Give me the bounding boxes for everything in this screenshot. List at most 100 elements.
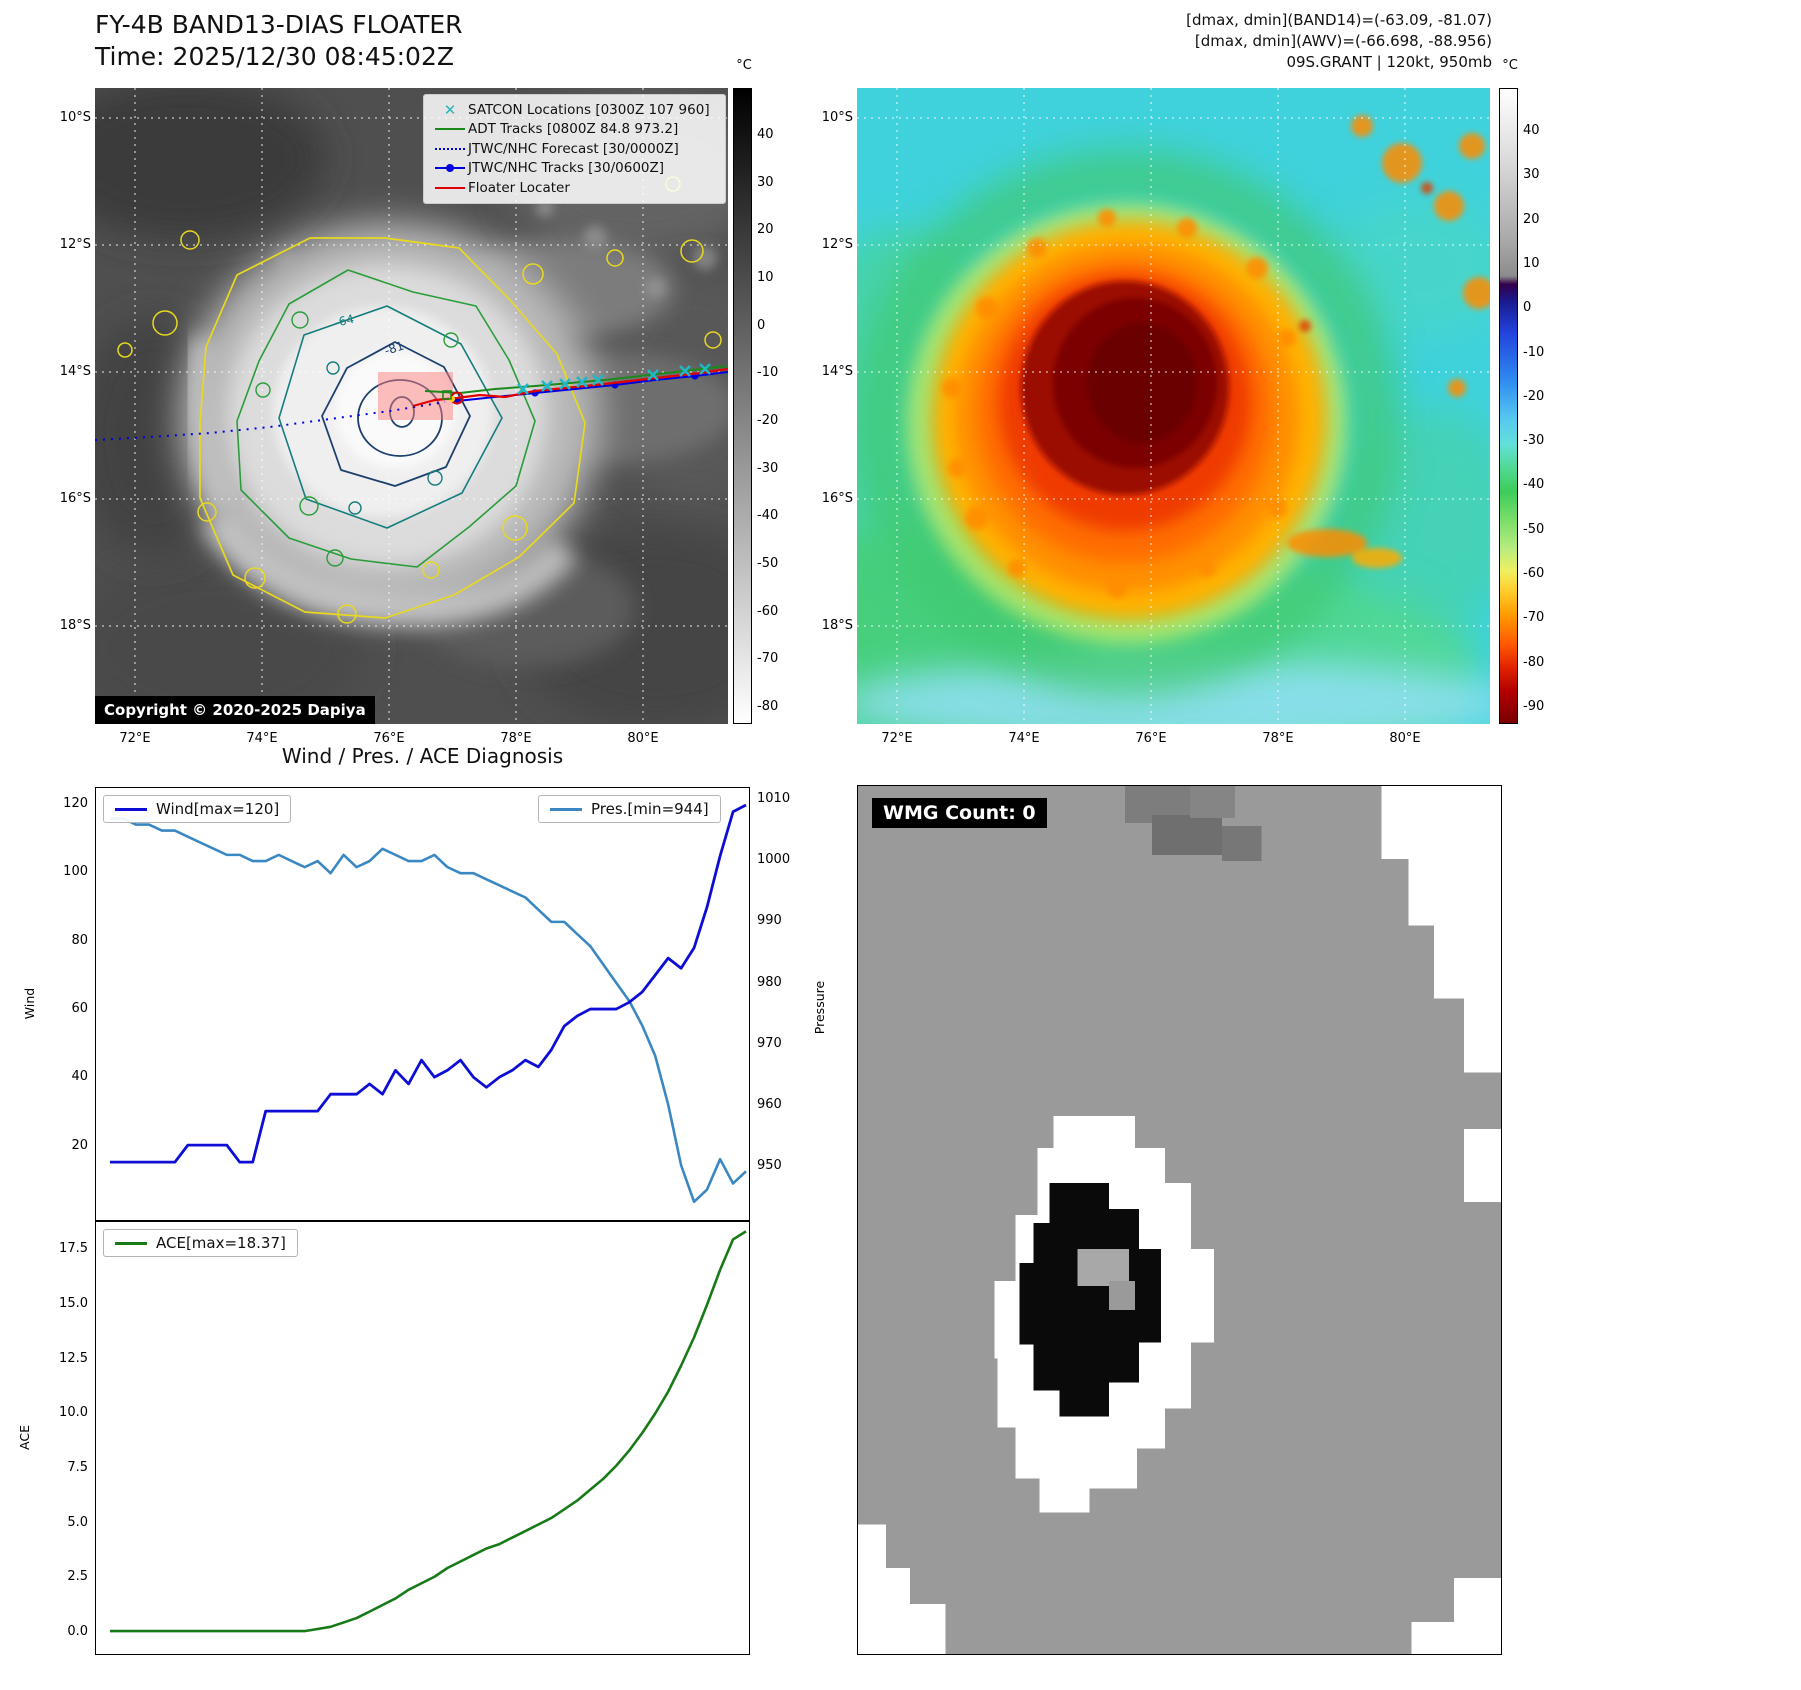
x-marker-icon: ✕ bbox=[443, 100, 457, 119]
ir-colorbar bbox=[1499, 88, 1518, 724]
pressure-tick-label: 1010 bbox=[757, 791, 791, 807]
band13-title: FY-4B BAND13-DIAS FLOATER bbox=[95, 10, 463, 39]
band13-colorbar bbox=[733, 88, 752, 724]
legend-item: JTWC/NHC Tracks [30/0600Z] bbox=[432, 159, 717, 179]
ace-tick-label: 2.5 bbox=[67, 1569, 88, 1585]
colorbar-tick-label: -90 bbox=[1523, 699, 1545, 714]
contour-label-outer: -64 bbox=[333, 312, 355, 330]
wind-tick-label: 60 bbox=[71, 1001, 88, 1017]
enhanced-ir-panel bbox=[857, 88, 1490, 724]
colorbar-tick-label: -30 bbox=[757, 460, 779, 476]
wind-legend-box: Wind[max=120] bbox=[103, 795, 292, 823]
chart-line bbox=[109, 803, 747, 1164]
wmg-gray-pixel bbox=[1109, 1280, 1136, 1310]
colorbar-tick-label: 0 bbox=[1523, 300, 1532, 316]
wmg-black-blob bbox=[1019, 1183, 1162, 1417]
colorbar-tick-label: -80 bbox=[757, 699, 779, 714]
band13-timestamp: Time: 2025/12/30 08:45:02Z bbox=[95, 42, 454, 71]
wmg-granule-image bbox=[858, 786, 1501, 1654]
wind-pressure-plot-area bbox=[109, 803, 747, 1204]
chart-line bbox=[109, 817, 747, 1204]
colorbar-tick-label: -50 bbox=[757, 556, 779, 571]
lat-tick-label: 16°S bbox=[821, 491, 853, 506]
legend-item: JTWC/NHC Forecast [30/0000Z] bbox=[432, 139, 717, 159]
lon-tick-label: 74°E bbox=[246, 731, 278, 746]
colorbar-tick-label: -40 bbox=[1523, 477, 1545, 493]
wind-axis-label: Wind bbox=[22, 987, 38, 1020]
ir-colorbar-unit: °C bbox=[1502, 58, 1518, 73]
lon-tick-label: 76°E bbox=[1135, 731, 1167, 746]
colorbar-tick-label: -30 bbox=[1523, 433, 1545, 449]
colorbar-tick-label: 10 bbox=[1523, 255, 1540, 271]
ace-tick-label: 5.0 bbox=[67, 1514, 88, 1530]
colorbar-tick-label: -10 bbox=[1523, 344, 1545, 360]
contour-label-inner: -81 bbox=[383, 339, 406, 358]
copyright-badge: Copyright © 2020-2025 Dapiya bbox=[95, 696, 375, 724]
ace-chart bbox=[95, 1221, 750, 1655]
storm-header: [dmax, dmin](BAND14)=(-63.09, -81.07) [d… bbox=[1000, 10, 1492, 73]
ace-legend-label: ACE[max=18.37] bbox=[156, 1234, 286, 1252]
colorbar-tick-label: 10 bbox=[757, 270, 774, 285]
diagnosis-title: Wind / Pres. / ACE Diagnosis bbox=[281, 744, 564, 768]
colorbar-tick-label: -20 bbox=[757, 413, 779, 428]
wind-tick-label: 120 bbox=[63, 796, 88, 812]
ace-plot-area bbox=[109, 1230, 747, 1633]
grid-lines bbox=[857, 88, 1490, 724]
lon-tick-label: 78°E bbox=[1262, 731, 1294, 746]
storm-id-line: 09S.GRANT | 120kt, 950mb bbox=[1286, 53, 1492, 71]
colorbar-tick-label: 40 bbox=[1523, 123, 1540, 138]
lat-tick-label: 18°S bbox=[821, 618, 853, 633]
colorbar-tick-label: -60 bbox=[1523, 566, 1545, 582]
colorbar-tick-label: 20 bbox=[757, 222, 774, 238]
lat-tick-label: 14°S bbox=[59, 364, 91, 379]
ace-tick-label: 7.5 bbox=[67, 1460, 88, 1476]
colorbar-tick-label: -10 bbox=[757, 365, 779, 381]
lon-tick-label: 78°E bbox=[500, 731, 532, 746]
solid-line-icon bbox=[432, 186, 468, 189]
pressure-tick-label: 970 bbox=[757, 1035, 782, 1051]
pressure-line-sample-icon bbox=[550, 807, 582, 811]
ace-tick-label: 17.5 bbox=[59, 1241, 88, 1257]
colorbar-tick-label: -40 bbox=[757, 508, 779, 524]
chart-line bbox=[109, 1230, 747, 1633]
wind-line-sample-icon bbox=[115, 807, 147, 811]
ace-line-sample-icon bbox=[115, 1241, 147, 1245]
lat-tick-label: 10°S bbox=[821, 110, 853, 125]
floater-extent-box bbox=[378, 372, 453, 420]
lat-tick-label: 10°S bbox=[59, 110, 91, 125]
dotted-line-icon bbox=[432, 147, 468, 150]
ace-legend-box: ACE[max=18.37] bbox=[103, 1229, 298, 1257]
pressure-tick-label: 950 bbox=[757, 1157, 782, 1173]
wind-tick-label: 100 bbox=[63, 864, 88, 880]
lat-tick-label: 16°S bbox=[59, 491, 91, 506]
lat-tick-label: 12°S bbox=[821, 237, 853, 252]
pressure-tick-label: 980 bbox=[757, 974, 782, 990]
ir-speckles bbox=[942, 115, 1490, 598]
ace-tick-label: 12.5 bbox=[59, 1350, 88, 1366]
legend-item-label: ADT Tracks [0800Z 84.8 973.2] bbox=[468, 121, 679, 138]
ace-tick-label: 10.0 bbox=[59, 1405, 88, 1421]
band13-colorbar-unit: °C bbox=[736, 58, 752, 73]
storm-core bbox=[931, 220, 1327, 620]
dmax-awv-line: [dmax, dmin](AWV)=(-66.698, -88.956) bbox=[1194, 32, 1492, 50]
lon-tick-label: 76°E bbox=[373, 731, 405, 746]
colorbar-tick-label: 30 bbox=[757, 174, 774, 190]
band13-legend: ✕ SATCON Locations [0300Z 107 960] ADT Tra… bbox=[423, 94, 726, 204]
legend-item-label: Floater Locater bbox=[468, 179, 570, 196]
pressure-legend-label: Pres.[min=944] bbox=[591, 800, 709, 818]
satcon-x-markers bbox=[517, 363, 711, 395]
wmg-gray-pixel bbox=[1077, 1248, 1130, 1286]
legend-item-label: JTWC/NHC Forecast [30/0000Z] bbox=[468, 140, 679, 157]
colorbar-tick-label: -70 bbox=[1523, 610, 1545, 626]
legend-item: Floater Locater bbox=[432, 178, 717, 198]
colorbar-tick-label: -60 bbox=[757, 603, 779, 619]
pressure-axis-label: Pressure bbox=[812, 980, 828, 1035]
wind-tick-label: 40 bbox=[71, 1069, 88, 1085]
legend-item-label: JTWC/NHC Tracks [30/0600Z] bbox=[468, 160, 665, 177]
dmax-band14-line: [dmax, dmin](BAND14)=(-63.09, -81.07) bbox=[1186, 11, 1492, 29]
legend-item: ✕ SATCON Locations [0300Z 107 960] bbox=[432, 100, 717, 120]
pressure-tick-label: 990 bbox=[757, 913, 782, 929]
granule-white-edges bbox=[858, 786, 1501, 1654]
legend-item-label: SATCON Locations [0300Z 107 960] bbox=[468, 101, 710, 118]
